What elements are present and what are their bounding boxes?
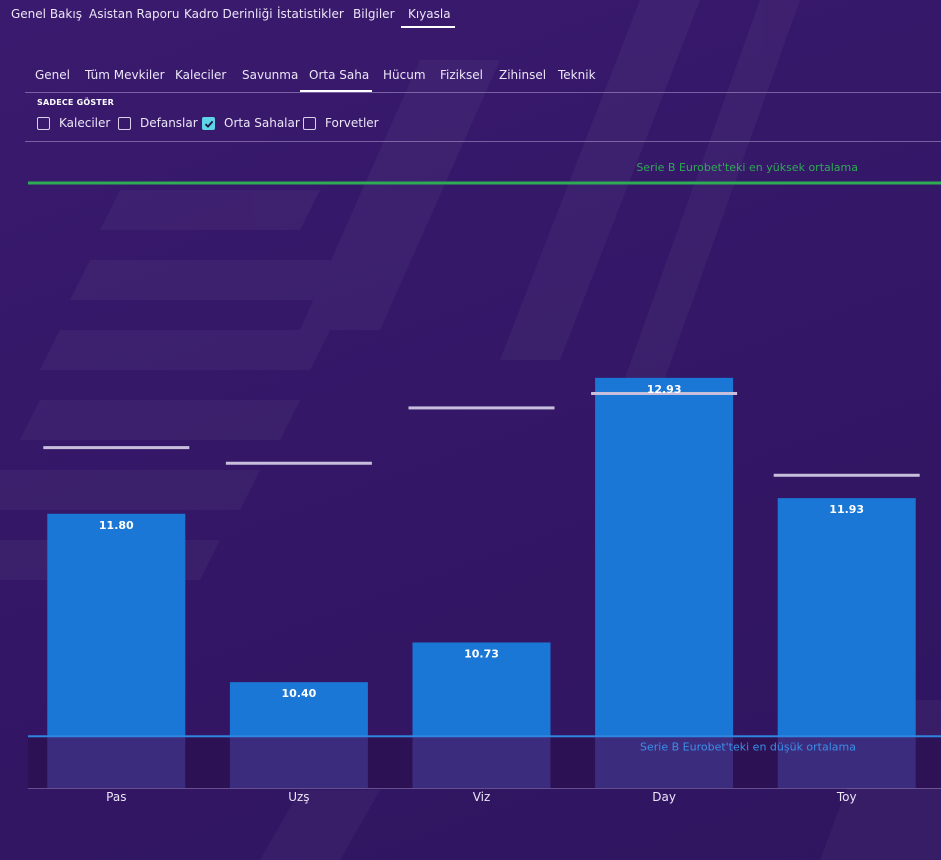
bar (229, 682, 368, 737)
bar-base (229, 736, 368, 788)
filter-label: Defanslar (140, 116, 198, 130)
max-average-label: Serie B Eurobet'teki en yüksek ortalama (636, 161, 858, 174)
filter-orta-sahalar-checkbox[interactable]: Orta Sahalar (202, 116, 300, 134)
checkbox-checked-icon (202, 117, 215, 130)
x-tick-label: Day (652, 790, 676, 804)
checkbox-unchecked-icon (37, 117, 50, 130)
comparison-mark (225, 461, 372, 465)
x-tick-label: Uzş (288, 790, 309, 804)
filter-label: Orta Sahalar (224, 116, 300, 130)
subtab-kaleciler[interactable]: Kaleciler (175, 68, 227, 82)
comparison-mark (408, 406, 555, 410)
bar-base (595, 736, 734, 788)
filter-defanslar-checkbox[interactable]: Defanslar (118, 116, 198, 134)
top-navigation: Genel Bakış Asistan Raporu Kadro Derinli… (0, 0, 941, 30)
tab-kiyasla[interactable]: Kıyasla (408, 7, 451, 21)
checkbox-unchecked-icon (303, 117, 316, 130)
filter-kaleciler-checkbox[interactable]: Kaleciler (37, 116, 111, 134)
x-axis-line (28, 788, 941, 789)
data-label: 11.93 (829, 503, 864, 516)
subnav-divider (25, 92, 941, 93)
bar (47, 513, 186, 737)
tab-genel-bakis[interactable]: Genel Bakış (11, 7, 82, 21)
min-average-line (28, 735, 941, 738)
x-tick-label: Pas (106, 790, 126, 804)
tab-istatistikler[interactable]: İstatistikler (277, 7, 344, 21)
active-subtab-indicator (300, 90, 372, 92)
subtab-teknik[interactable]: Teknik (558, 68, 596, 82)
tab-bilgiler[interactable]: Bilgiler (353, 7, 395, 21)
comparison-mark (591, 391, 738, 395)
subtab-zihinsel[interactable]: Zihinsel (499, 68, 547, 82)
bar-base (47, 736, 186, 788)
x-tick-label: Toy (836, 790, 857, 804)
bar (595, 377, 734, 737)
max-average-line (28, 181, 941, 185)
subtab-hucum[interactable]: Hücum (383, 68, 426, 82)
subtab-tum-mevkiler[interactable]: Tüm Mevkiler (85, 68, 165, 82)
subtab-savunma[interactable]: Savunma (242, 68, 299, 82)
subtab-orta-saha[interactable]: Orta Saha (309, 68, 370, 82)
filter-label: Kaleciler (59, 116, 111, 130)
filter-divider (25, 141, 941, 142)
data-label: 10.40 (282, 687, 317, 700)
min-average-label: Serie B Eurobet'teki en düşük ortalama (640, 740, 856, 753)
comparison-mark (43, 446, 190, 450)
filter-forvetler-checkbox[interactable]: Forvetler (303, 116, 379, 134)
filter-title: SADECE GÖSTER (37, 98, 114, 107)
bar (412, 642, 551, 737)
subtab-genel[interactable]: Genel (35, 68, 71, 82)
data-label: 11.80 (99, 519, 134, 532)
bar-base (412, 736, 551, 788)
filter-label: Forvetler (325, 116, 379, 130)
tab-kadro-derinligi[interactable]: Kadro Derinliği (184, 7, 273, 21)
bar (777, 498, 916, 737)
subtab-fiziksel[interactable]: Fiziksel (440, 68, 483, 82)
data-label: 12.93 (647, 383, 682, 396)
tab-asistan-raporu[interactable]: Asistan Raporu (89, 7, 180, 21)
bar-base (777, 736, 916, 788)
x-tick-label: Viz (473, 790, 491, 804)
active-tab-indicator (401, 26, 455, 28)
comparison-mark (773, 473, 920, 477)
checkbox-unchecked-icon (118, 117, 131, 130)
data-label: 10.73 (464, 647, 499, 660)
